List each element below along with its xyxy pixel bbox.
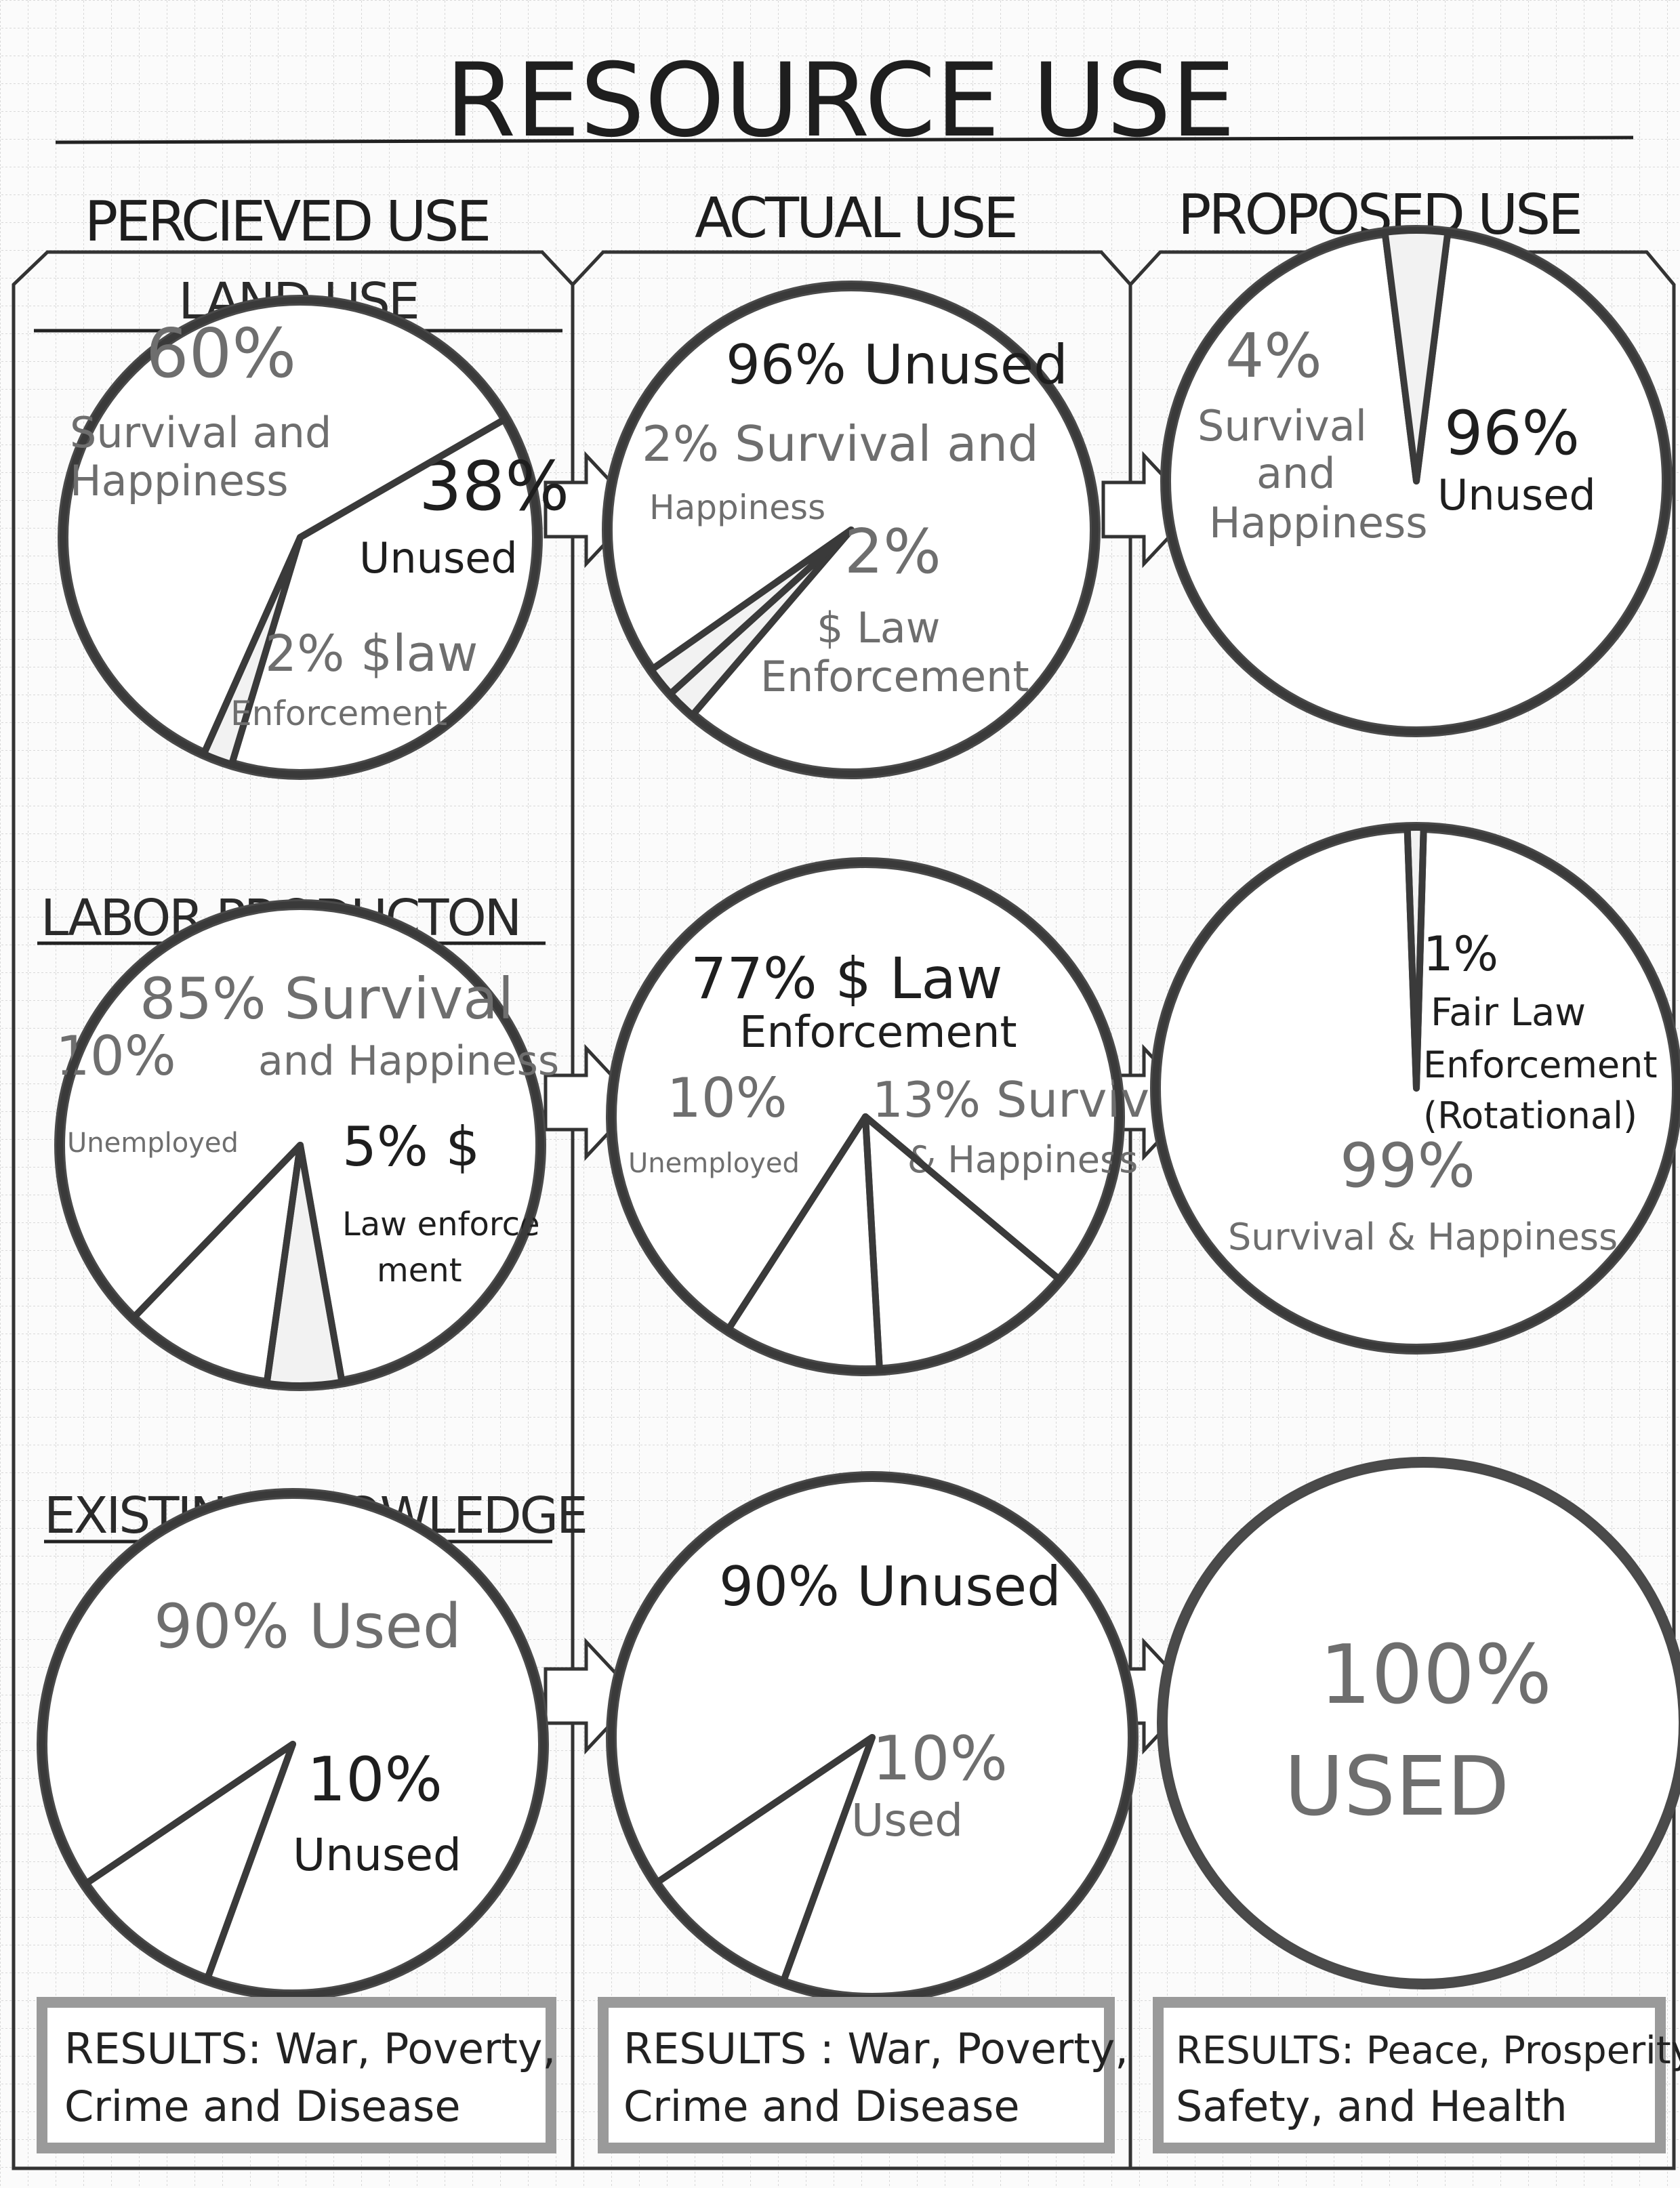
pie-chart: 96% Unused 2% Survival and Happiness 2% $ La… [602,281,1101,779]
title-underline [55,136,1634,144]
results-perceived: RESULTS: War, Poverty, Crime and Disease [37,1997,556,2153]
slice-label: 1% [1423,926,1498,982]
slice-label: Unemployed [628,1148,800,1179]
column-frame-actual [571,250,1132,2168]
pie-slice [56,901,544,1386]
slice-label: Unused [359,533,518,583]
slice-label: Unused [293,1829,462,1881]
slice-label: 38% [419,447,569,526]
pie-slice [1381,227,1452,484]
slice-label: 10% [307,1744,443,1815]
slice-label: Survival [1197,401,1367,451]
slice-label: 90% Used [154,1591,462,1662]
slice-label: Enforcement [739,1008,1017,1058]
results-line2: Safety, and Health [1176,2082,1568,2131]
results-box [598,1997,1115,2153]
slice-label: Enforcement [1423,1044,1658,1086]
slice-label: and [1256,449,1336,498]
slice-label: 85% Survival [140,966,514,1032]
pie-slice [608,1473,1136,2002]
slice-label: 96% Unused [726,333,1068,396]
results-line1: RESULTS: War, Poverty, [64,2024,556,2073]
slice-label: 100% [1319,1628,1552,1722]
results-box [1153,1997,1666,2153]
pie-slice [129,1142,304,1387]
column-frame-proposed [14,250,1676,2170]
pie-chart: 1% Fair Law Enforcement (Rotational)99% Surv… [1150,822,1680,1355]
pie-slice [648,527,855,697]
slice-label: 2% $law [265,625,478,683]
slice-label: 60% [146,314,296,393]
pie-slice [724,1113,883,1374]
pie-slice [1151,824,1680,1353]
pie-outline [1157,1457,1680,1989]
pie-slice [1162,228,1671,735]
slice-label: Survival & Happiness [1228,1216,1618,1258]
results-line2: Crime and Disease [623,2082,1019,2131]
results-proposed: RESULTS: Peace, Prosperity, Safety, and … [1153,1997,1680,2153]
slice-label: Law enforce [342,1205,540,1243]
results-line1: RESULTS : War, Poverty, [623,2024,1128,2073]
slice-label: Enforcement [230,694,447,733]
slice-label: Unemployed [67,1128,239,1159]
slice-label: 77% $ Law [691,945,1003,1012]
pie-slice [60,297,510,758]
slice-label: 10% [872,1723,1008,1794]
slice-label: 5% $ [342,1115,480,1178]
slice-label: $ Law [817,603,940,653]
results-line1: RESULTS: Peace, Prosperity, [1176,2029,1680,2073]
pie-charts: 38% Unused 2% $law Enforcement 60% Survival a… [37,225,1680,2004]
column-heading-actual: ACTUAL USE [695,186,1016,251]
slice-label: Happiness [70,456,289,505]
pie-slice [604,283,1099,777]
column-frames [12,250,1676,2170]
pie-slice [81,1741,296,1983]
pie-slice [608,859,1123,1334]
pie-chart: 38% Unused 2% $law Enforcement 60% Survival a… [58,295,569,780]
slice-label: 99% [1340,1130,1475,1201]
pie-slice [228,415,541,778]
slice-label: 2% [844,516,941,587]
slice-label: Fair Law [1431,991,1586,1035]
pie-chart: 100% USED [1157,1457,1680,1989]
slice-label: 13% Survival [872,1071,1193,1128]
pie-chart: 10%Used 90% Unused [606,1471,1139,2004]
results-line2: Crime and Disease [64,2082,460,2131]
slice-label: Used [851,1794,963,1846]
slice-label: Survival and [70,408,331,457]
slice-label: ment [377,1252,462,1289]
slice-label: USED [1284,1740,1509,1834]
slice-label: & Happiness [907,1138,1138,1181]
slice-label: Happiness [649,488,825,527]
pie-slice [652,1734,876,1986]
slice-label: Happiness [1209,498,1428,548]
slice-label: 2% Survival and [642,415,1039,472]
column-heading-perceived: PERCIEVED USE [85,190,489,254]
slice-label: 4% [1225,321,1322,392]
results-actual: RESULTS : War, Poverty, Crime and Diseas… [598,1997,1128,2153]
pie-chart: 13% Survival & Happiness 10% Unemployed 77% … [606,857,1193,1376]
results-box [37,1997,556,2153]
slice-label: 90% Unused [719,1555,1061,1618]
pie-slice [39,1490,547,1999]
slice-label: Enforcement [760,652,1029,701]
pie-slice [862,1113,1064,1374]
pie-chart: 10% Unused 90% Used [37,1488,549,2000]
slice-label: 96% [1444,398,1580,469]
slice-label: Unused [1437,470,1596,520]
slice-label: 10% [667,1067,787,1130]
slice-label: (Rotational) [1423,1094,1637,1137]
slice-label: and Happiness [258,1037,559,1085]
